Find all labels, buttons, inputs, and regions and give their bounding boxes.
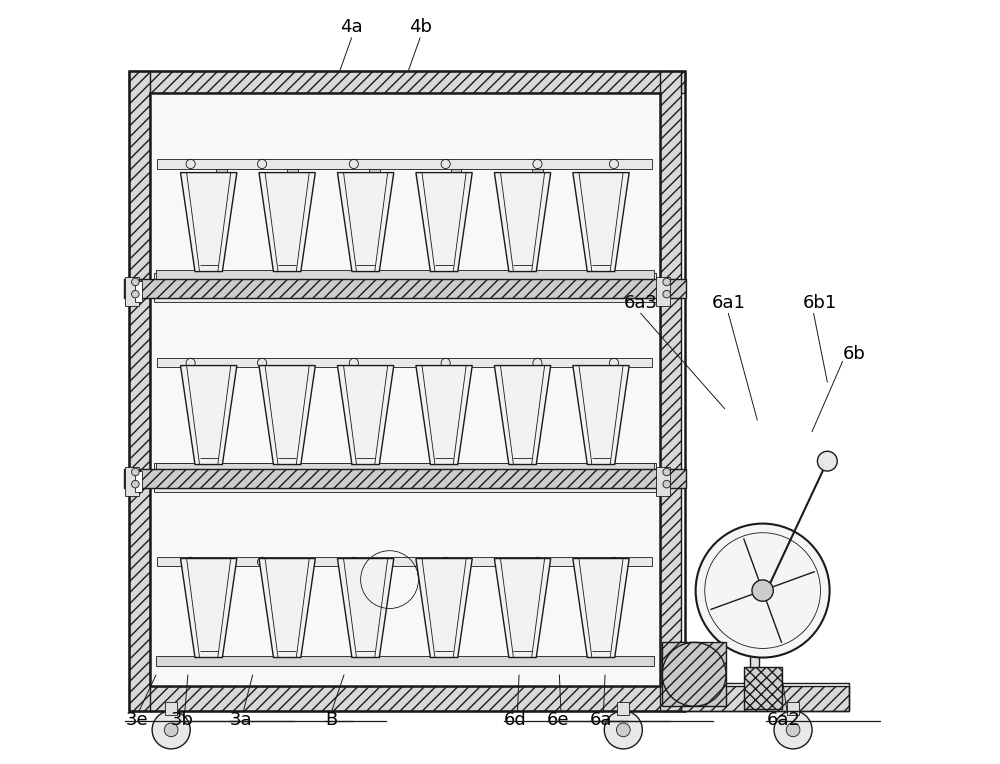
Polygon shape <box>494 558 551 658</box>
Bar <box>369 169 380 176</box>
Circle shape <box>152 711 190 749</box>
Bar <box>129 687 685 711</box>
Bar <box>129 71 685 92</box>
Bar <box>154 274 656 279</box>
Circle shape <box>663 481 671 488</box>
Polygon shape <box>181 558 237 658</box>
Polygon shape <box>416 365 472 465</box>
Polygon shape <box>259 558 315 658</box>
Bar <box>750 656 759 667</box>
Circle shape <box>132 278 139 286</box>
Bar <box>125 468 139 497</box>
Bar <box>129 71 685 711</box>
Polygon shape <box>573 365 629 465</box>
Bar <box>656 468 670 497</box>
Bar <box>681 687 849 711</box>
Bar <box>135 471 142 493</box>
Text: 3e: 3e <box>125 711 148 729</box>
Circle shape <box>663 278 671 286</box>
Circle shape <box>663 468 671 476</box>
Polygon shape <box>337 173 394 271</box>
Circle shape <box>132 481 139 488</box>
Circle shape <box>132 290 139 298</box>
Bar <box>532 566 543 574</box>
Bar <box>150 92 660 687</box>
Bar <box>662 643 726 706</box>
Circle shape <box>696 523 830 658</box>
Bar <box>451 169 461 176</box>
Bar <box>617 701 629 715</box>
Circle shape <box>817 452 837 471</box>
Circle shape <box>774 711 812 749</box>
Text: 3b: 3b <box>171 711 194 729</box>
Bar <box>154 463 656 468</box>
Bar <box>165 701 177 715</box>
Polygon shape <box>494 365 551 465</box>
Circle shape <box>663 290 671 298</box>
Text: 6a: 6a <box>590 711 612 729</box>
Bar <box>744 667 782 708</box>
Polygon shape <box>494 173 551 271</box>
Text: 6d: 6d <box>504 711 527 729</box>
Text: 4b: 4b <box>409 18 432 36</box>
Polygon shape <box>573 173 629 271</box>
Text: 4a: 4a <box>340 18 363 36</box>
Circle shape <box>164 723 178 736</box>
Bar <box>157 160 652 169</box>
Polygon shape <box>181 173 237 271</box>
Bar <box>156 656 654 666</box>
Bar <box>656 277 670 306</box>
Text: 6a1: 6a1 <box>711 294 745 312</box>
Text: 3a: 3a <box>230 711 252 729</box>
Polygon shape <box>337 365 394 465</box>
Bar <box>156 270 654 280</box>
Bar <box>125 277 139 306</box>
Text: 6b1: 6b1 <box>803 294 837 312</box>
Bar <box>287 169 298 176</box>
Bar <box>154 298 656 302</box>
Text: 6e: 6e <box>547 711 570 729</box>
Bar <box>156 463 654 473</box>
Circle shape <box>786 723 800 736</box>
Bar <box>369 367 380 375</box>
Bar <box>157 557 652 566</box>
Bar <box>287 566 298 574</box>
Polygon shape <box>337 558 394 658</box>
Bar <box>129 71 150 711</box>
Text: 6a2: 6a2 <box>766 711 800 729</box>
Circle shape <box>604 711 642 749</box>
Bar <box>451 367 461 375</box>
Polygon shape <box>259 365 315 465</box>
Circle shape <box>616 723 630 736</box>
Bar <box>451 566 461 574</box>
Text: B: B <box>325 711 337 729</box>
Bar <box>787 701 799 715</box>
Circle shape <box>752 580 773 601</box>
Bar <box>135 281 142 303</box>
Polygon shape <box>181 365 237 465</box>
Bar <box>287 367 298 375</box>
Bar <box>124 468 686 487</box>
Bar <box>124 279 686 298</box>
Text: 6b: 6b <box>843 345 865 363</box>
Circle shape <box>132 468 139 476</box>
Bar <box>681 683 849 711</box>
Bar <box>157 358 652 367</box>
Bar <box>660 71 681 711</box>
Polygon shape <box>416 173 472 271</box>
Bar <box>154 487 656 492</box>
Bar <box>369 566 380 574</box>
Bar <box>216 566 227 574</box>
Polygon shape <box>573 558 629 658</box>
Bar <box>216 169 227 176</box>
Polygon shape <box>416 558 472 658</box>
Bar <box>532 367 543 375</box>
Bar <box>216 367 227 375</box>
Bar <box>532 169 543 176</box>
Polygon shape <box>259 173 315 271</box>
Text: 6a3: 6a3 <box>624 294 658 312</box>
